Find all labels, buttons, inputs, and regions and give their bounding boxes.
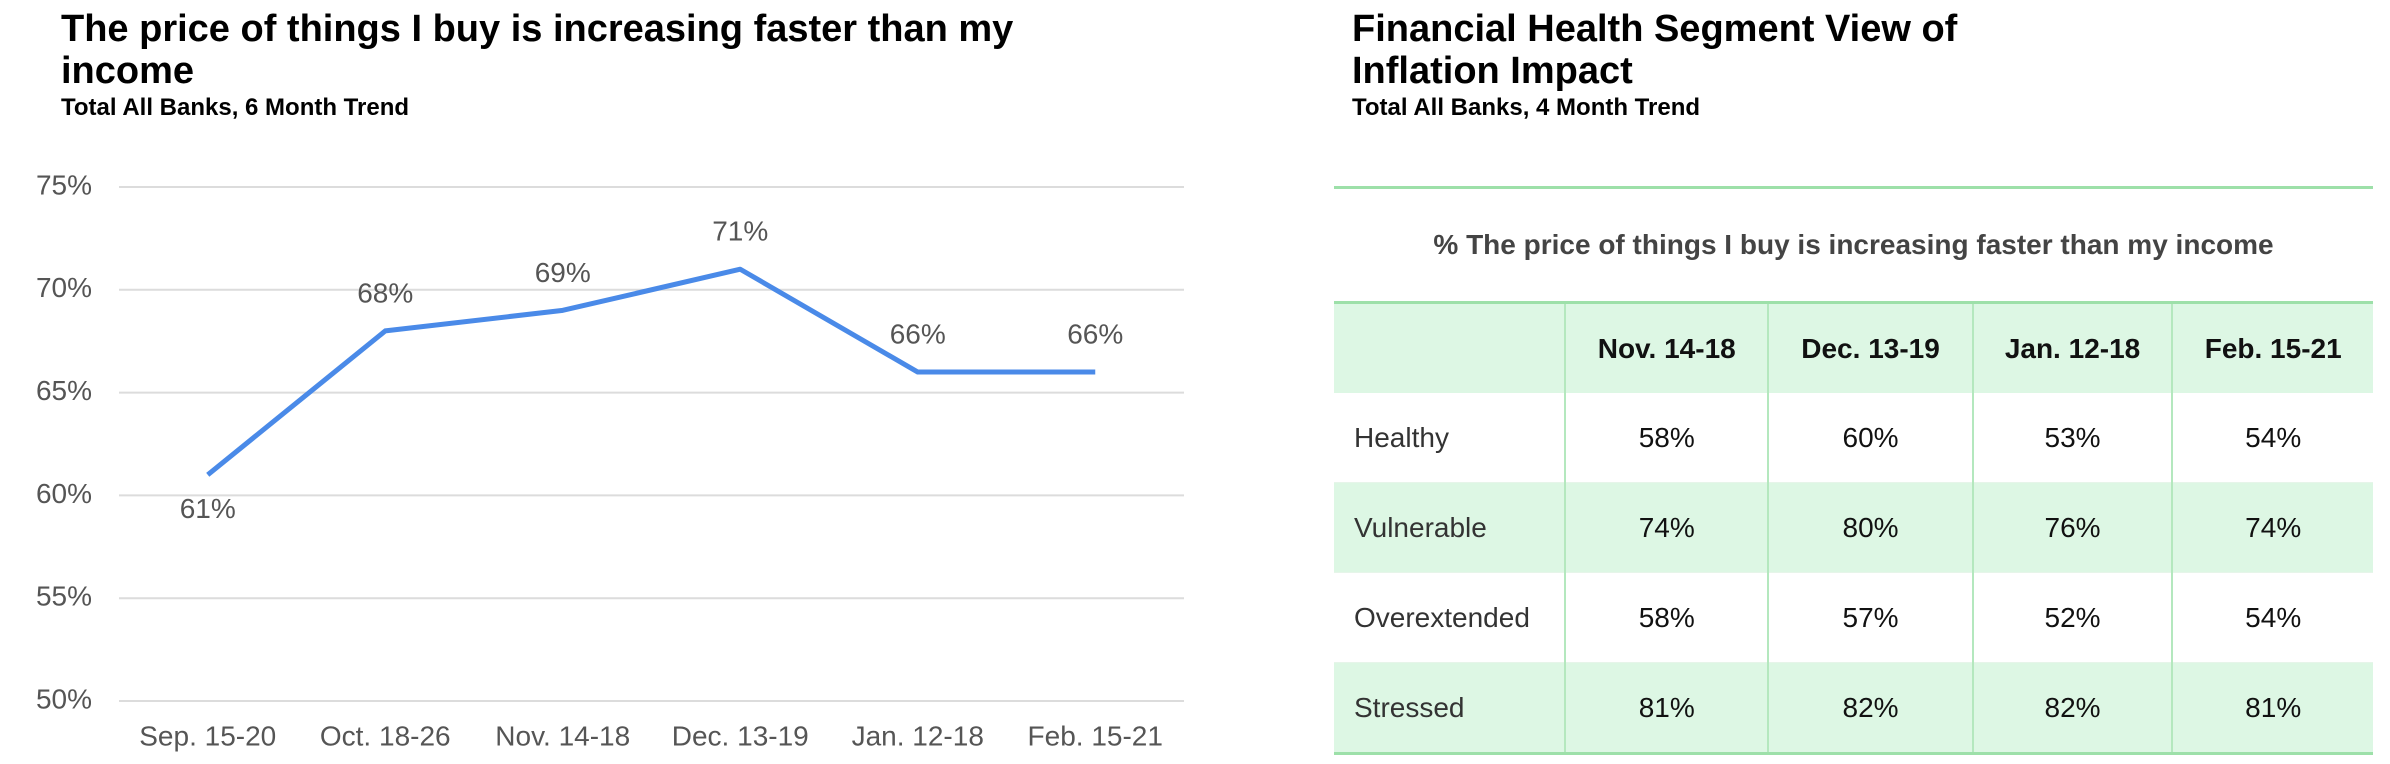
- table-cell: 53%: [1971, 393, 2173, 483]
- y-tick-label: 50%: [36, 683, 92, 714]
- x-tick-label: Feb. 15-21: [1028, 720, 1163, 751]
- table-cell: 54%: [2171, 393, 2373, 483]
- line: [206, 266, 1096, 477]
- header-row: Nov. 14-18 Dec. 13-19 Jan. 12-18 Feb. 15-21: [1334, 302, 2373, 393]
- table-cell: 81%: [1563, 662, 1769, 755]
- chart-title: The price of things I buy is increasing …: [61, 8, 1014, 92]
- data-label: 71%: [712, 216, 768, 247]
- chart: 50% 55% 60% 65% 70% 75% Sep. 15-20 Oct. 18-26 No…: [36, 169, 1184, 751]
- y-tick-label: 75%: [36, 169, 92, 200]
- x-tick-label: Sep. 15-20: [139, 720, 276, 751]
- column-header: Dec. 13-19: [1767, 302, 1973, 393]
- row-label: Overextended: [1334, 572, 1565, 663]
- data-label: 69%: [535, 257, 591, 288]
- row-label: Healthy: [1334, 393, 1565, 483]
- table-cell: 58%: [1563, 393, 1769, 483]
- row-label: Stressed: [1334, 662, 1565, 755]
- table-subtitle: Total All Banks, 4 Month Trend: [1352, 94, 1701, 121]
- x-tick-label: Oct. 18-26: [320, 720, 451, 751]
- table-cell: 58%: [1563, 572, 1769, 663]
- y-tick-label: 55%: [36, 581, 92, 612]
- table-row: Overextended 58% 57% 52% 54%: [1334, 572, 2373, 663]
- caption-row: % The price of things I buy is increasin…: [1334, 186, 2373, 304]
- column-header: Jan. 12-18: [1971, 302, 2173, 393]
- table-cell: 81%: [2171, 662, 2373, 755]
- y-tick-label: 70%: [36, 272, 92, 303]
- column-header: Feb. 15-21: [2171, 302, 2373, 393]
- x-tick-label: Jan. 12-18: [852, 720, 984, 751]
- table-caption: % The price of things I buy is increasin…: [1334, 186, 2373, 304]
- table-cell: 82%: [1767, 662, 1973, 755]
- table-cell: 60%: [1767, 393, 1973, 483]
- chart-subtitle: Total All Banks, 6 Month Trend: [61, 94, 410, 121]
- data-label: 61%: [180, 493, 236, 524]
- y-tick-label: 65%: [36, 375, 92, 406]
- table-cell: 52%: [1971, 572, 2173, 663]
- table-cell: 57%: [1767, 572, 1973, 663]
- table-cell: 74%: [1563, 482, 1769, 573]
- data-label: 68%: [357, 277, 413, 308]
- data-label: 66%: [890, 318, 946, 349]
- table-row: Vulnerable 74% 80% 76% 74%: [1334, 482, 2373, 573]
- y-tick-label: 60%: [36, 478, 92, 509]
- table-cell: 82%: [1971, 662, 2173, 755]
- table-cell: 54%: [2171, 572, 2373, 663]
- table-title: Financial Health Segment View of Inflati…: [1352, 8, 1958, 92]
- row-label: Vulnerable: [1334, 482, 1565, 573]
- table: % The price of things I buy is increasin…: [1334, 186, 2373, 755]
- table-row: Healthy 58% 60% 53% 54%: [1334, 393, 2373, 483]
- table-cell: 76%: [1971, 482, 2173, 573]
- table-row: Stressed 81% 82% 82% 81%: [1334, 662, 2373, 755]
- x-tick-label: Dec. 13-19: [672, 720, 809, 751]
- table-cell: 74%: [2171, 482, 2373, 573]
- header-cell: [1334, 302, 1565, 393]
- column-header: Nov. 14-18: [1563, 302, 1769, 393]
- data-label: 66%: [1067, 318, 1123, 349]
- table-cell: 80%: [1767, 482, 1973, 573]
- x-tick-label: Nov. 14-18: [495, 720, 630, 751]
